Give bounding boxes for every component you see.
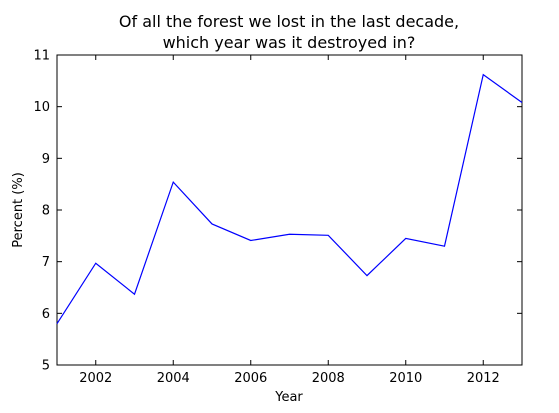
x-tick-label-2010: 2010 [389, 371, 422, 386]
y-tick-label-6: 6 [42, 307, 50, 322]
x-tick-label-2004: 2004 [157, 371, 190, 386]
y-tick-label-5: 5 [42, 359, 50, 374]
chart-title: Of all the forest we lost in the last de… [119, 12, 459, 52]
x-tick-label-2008: 2008 [312, 371, 345, 386]
y-tick-label-10: 10 [33, 100, 50, 115]
x-tick-label-2006: 2006 [234, 371, 267, 386]
x-tick-label-2012: 2012 [467, 371, 500, 386]
x-axis-label: Year [274, 390, 303, 405]
x-tick-label-2002: 2002 [79, 371, 112, 386]
y-tick-label-9: 9 [42, 152, 50, 167]
y-tick-label-7: 7 [42, 255, 50, 270]
chart-title-line-2: which year was it destroyed in? [163, 33, 416, 52]
y-tick-label-8: 8 [42, 204, 50, 219]
y-tick-label-11: 11 [33, 49, 50, 64]
plot-area: 2002 2004 2006 2008 2010 2012 5 6 7 8 9 10 11 [33, 49, 523, 386]
series-line-0 [56, 73, 523, 324]
y-axis-label: Percent (%) [11, 172, 26, 248]
chart-title-line-1: Of all the forest we lost in the last de… [119, 12, 459, 31]
